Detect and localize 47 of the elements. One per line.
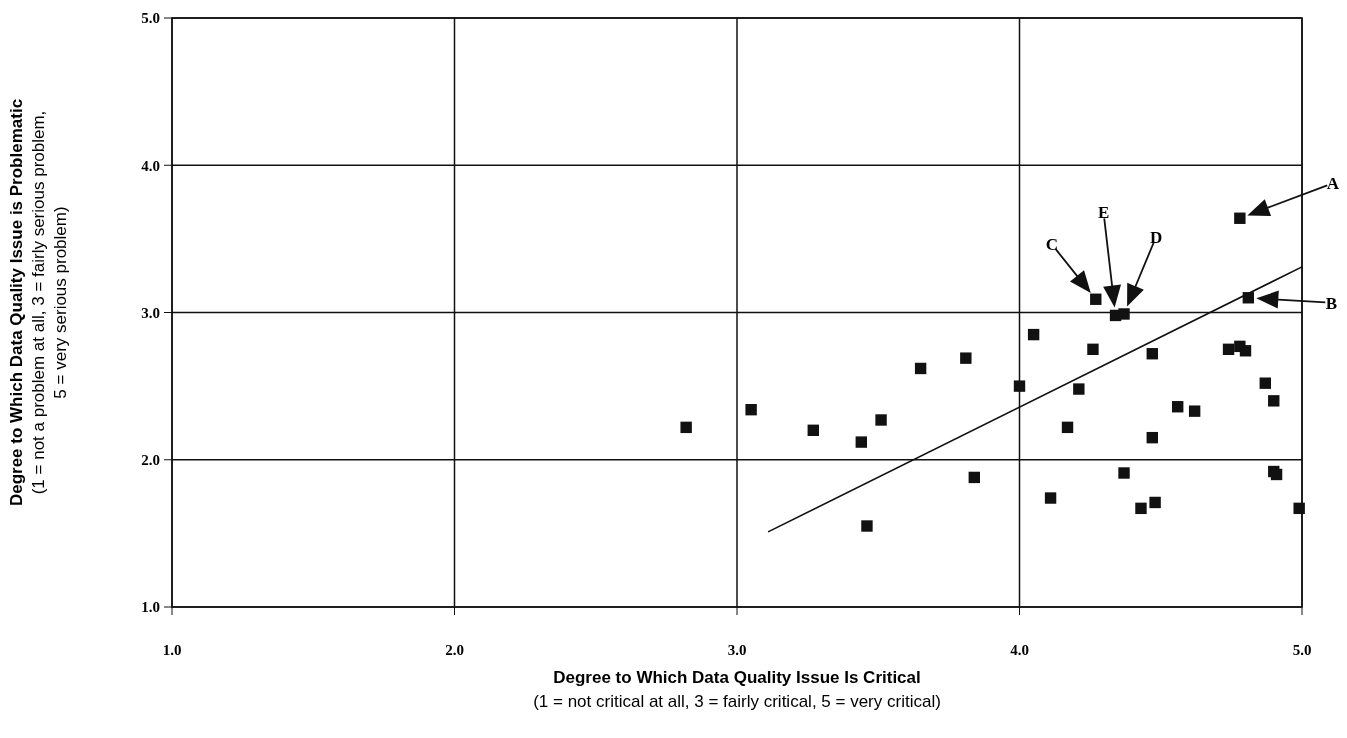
point (1188, 405, 1201, 417)
point (1293, 502, 1305, 515)
text: A (1326, 174, 1340, 194)
annotation: D (1149, 227, 1163, 247)
x-tick-label: 5.0 (1292, 642, 1312, 658)
point (1172, 401, 1184, 413)
point (1061, 421, 1074, 434)
point (1090, 293, 1102, 305)
x-axis-title: Degree to Which Data Quality Issue Is Critical (1 = not critical at all, 3 = fairly critical, 5 = very critical) (533, 668, 941, 711)
y-tick-label: 3.0 (141, 304, 160, 321)
y-tick-label: 4.0 (141, 157, 160, 174)
x-tick-label: 3.0 (727, 642, 747, 658)
point (960, 352, 972, 364)
x-tick-label: 4.0 (1010, 642, 1029, 658)
point (1146, 431, 1158, 444)
y-axis-title: Degree to Which Data Quality Issue is Problematic (1 = not a problem at all, 3 = fairly serious problem, 5 = very serious problem) (7, 98, 70, 507)
point (914, 362, 927, 375)
annotation: C (1045, 235, 1058, 255)
point (680, 421, 692, 434)
text: B (1325, 293, 1337, 313)
x-tick-label: 2.0 (445, 642, 464, 658)
point (745, 403, 757, 416)
point (1268, 395, 1280, 407)
point (1146, 348, 1158, 360)
annotation: E (1097, 203, 1110, 223)
y-tick-label: 5.0 (141, 10, 160, 27)
y-tick-label: 2.0 (141, 452, 160, 468)
point (1027, 328, 1040, 341)
x-tick-label: 1.0 (162, 642, 182, 658)
point (1234, 212, 1246, 224)
point (1259, 377, 1271, 389)
point (1044, 492, 1057, 504)
point (861, 520, 873, 532)
y-tick-label: 1.0 (141, 599, 160, 616)
point (1222, 343, 1235, 356)
point (1013, 380, 1026, 392)
point (1135, 502, 1147, 515)
point (968, 471, 980, 484)
point (1118, 308, 1130, 320)
point (1087, 343, 1099, 356)
point (807, 424, 819, 436)
point (1118, 467, 1130, 479)
point (1239, 345, 1252, 357)
point (855, 436, 867, 448)
point (1149, 496, 1161, 509)
point (875, 414, 887, 426)
point (1073, 383, 1085, 395)
